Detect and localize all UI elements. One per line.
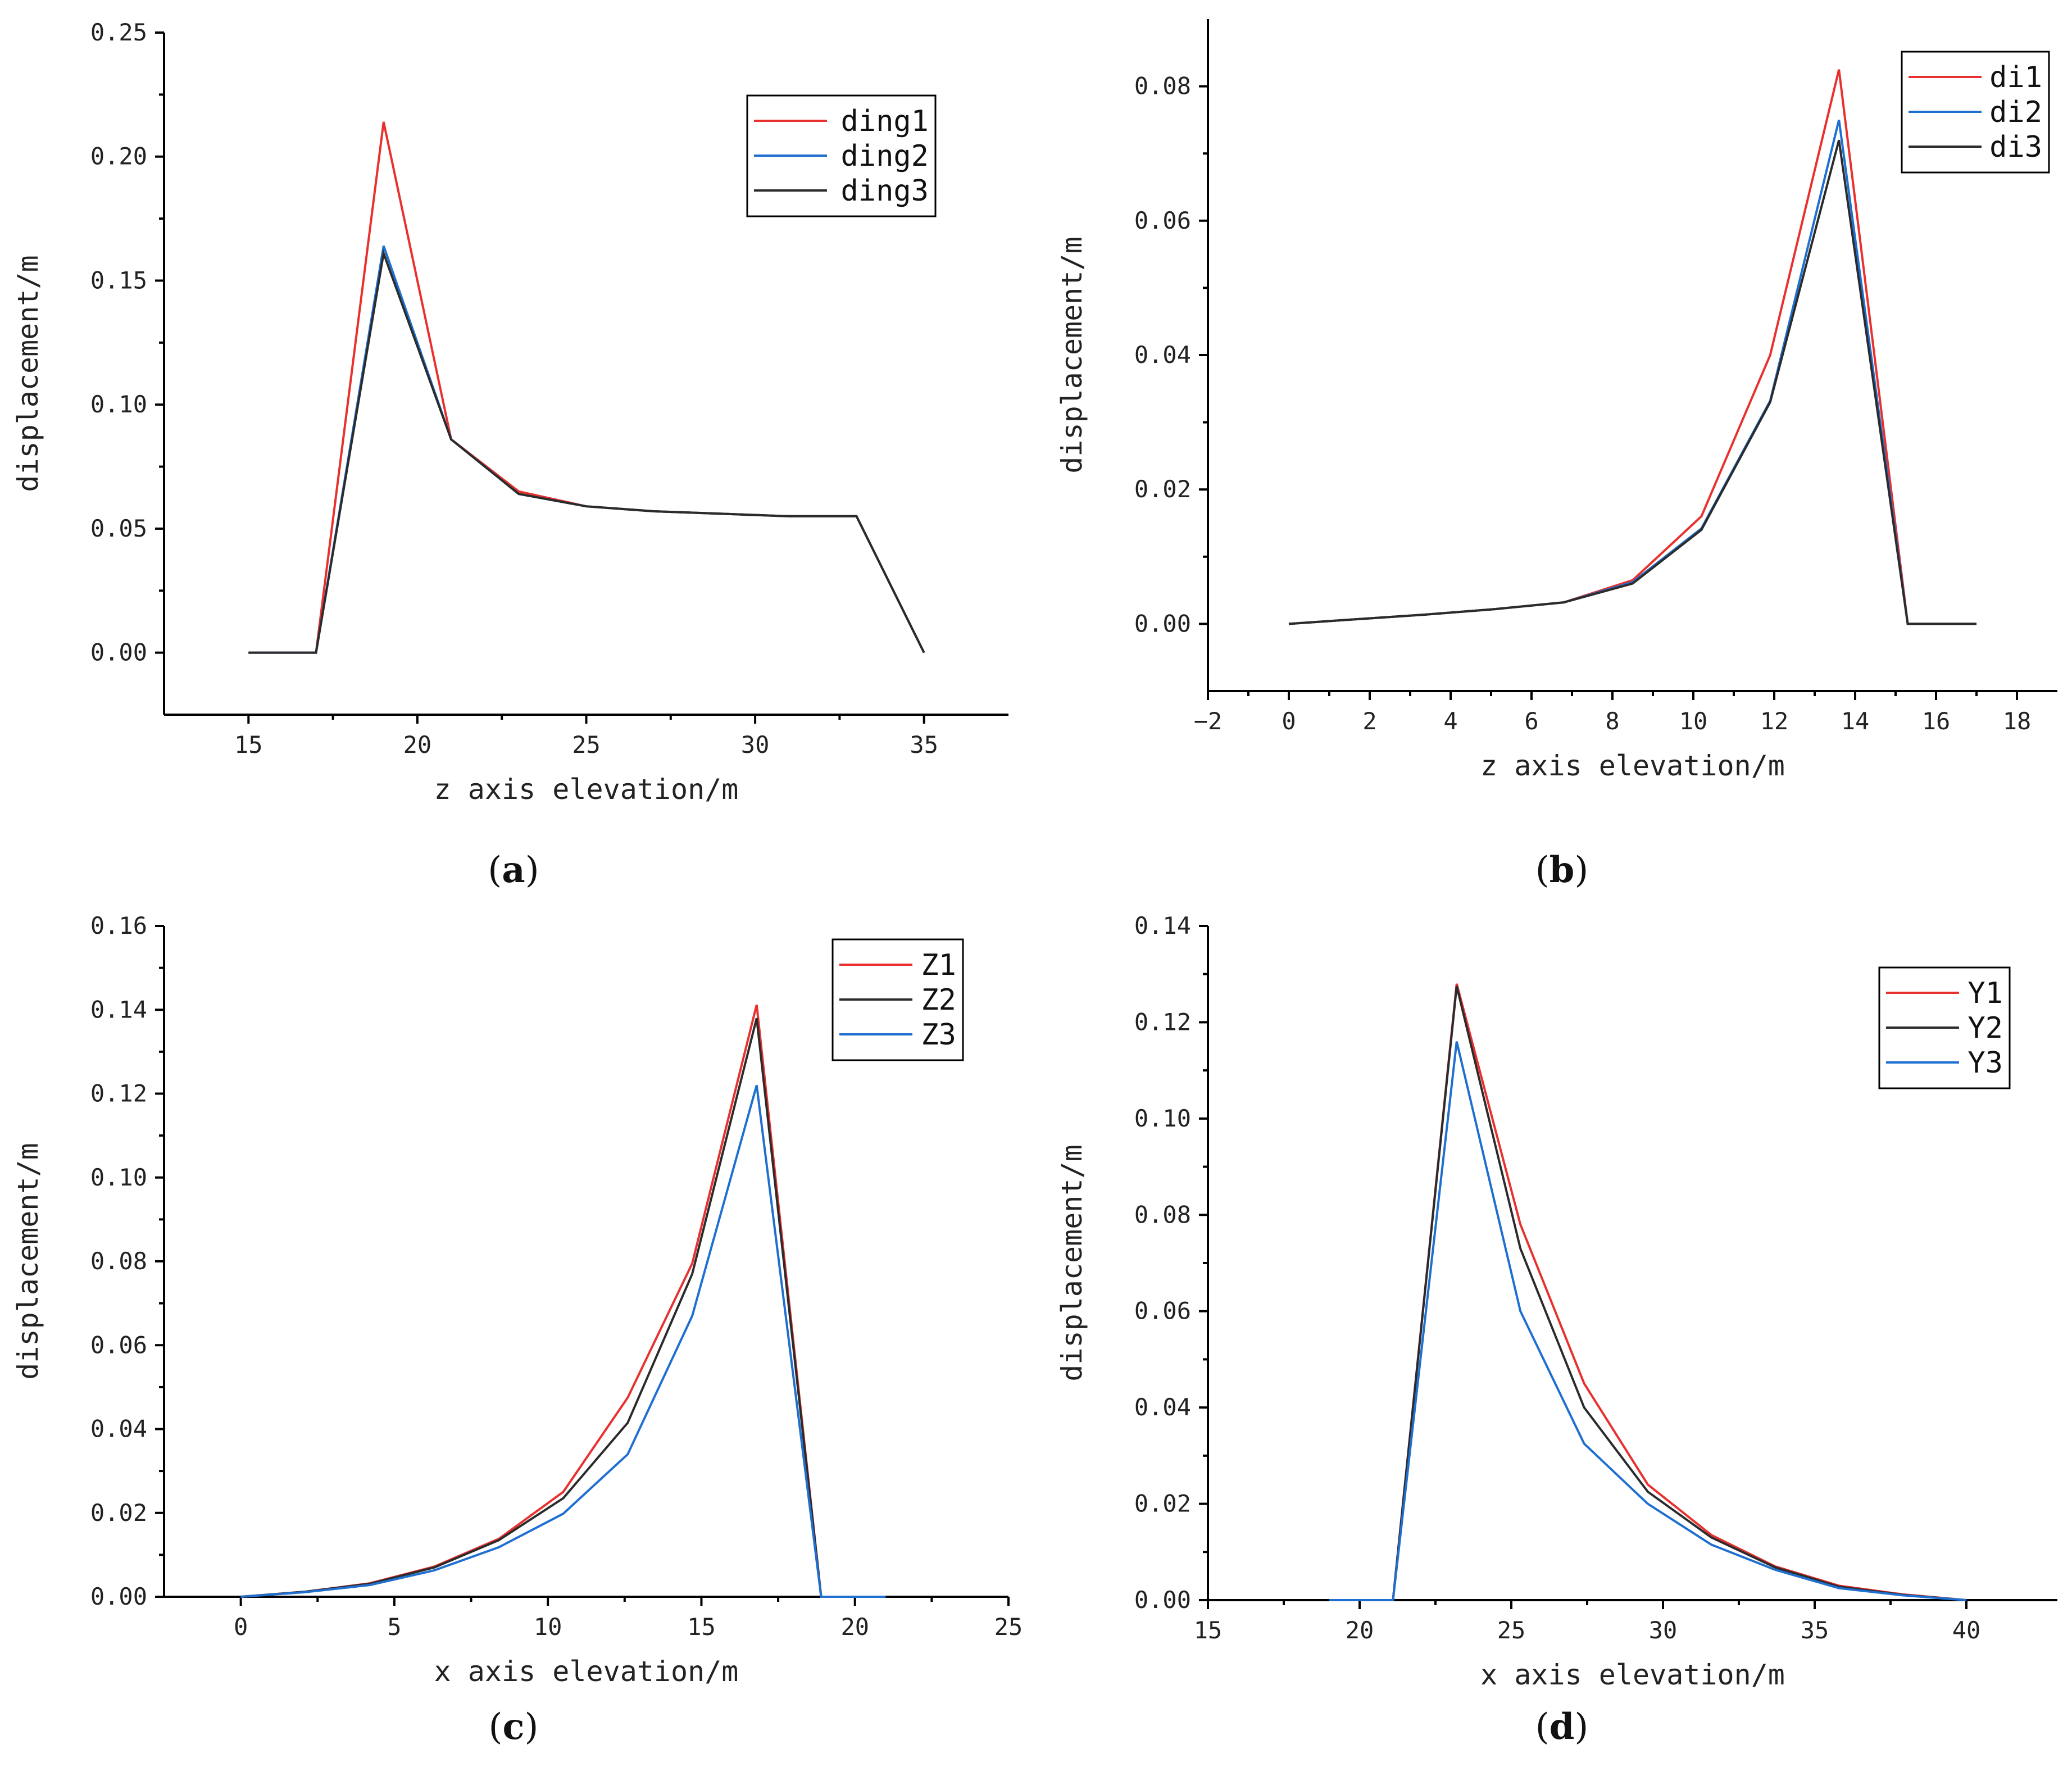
legend-label-di3: di3 bbox=[1989, 130, 2042, 164]
x-tick-label: 35 bbox=[1801, 1616, 1829, 1644]
chart-panel-3: 0.00 0.02 0.04 0.06 0.08 0.10 0.12 0.14 0.16 0 5 10… bbox=[12, 912, 1023, 1748]
x-tick-label: 15 bbox=[1194, 1616, 1223, 1644]
x-tick-label: 15 bbox=[234, 731, 263, 758]
series-line-Y3 bbox=[1329, 1041, 1967, 1601]
y-tick-label: 0.00 bbox=[1134, 610, 1191, 637]
x-tick-label: 0 bbox=[1282, 707, 1296, 735]
y-tick-label: 0.20 bbox=[90, 143, 147, 170]
x-tick-label: 40 bbox=[1952, 1616, 1981, 1644]
series-line-di3 bbox=[1288, 139, 1976, 625]
legend-label-Z1: Z1 bbox=[921, 948, 956, 982]
x-axis-label: z axis elevation/m bbox=[434, 773, 739, 806]
y-tick-label: 0.10 bbox=[1134, 1105, 1191, 1132]
chart-panel-2: 0.00 0.02 0.04 0.06 0.08 −2 0 2 4 6 8 10 12 14 16 18 z a… bbox=[1056, 19, 2057, 891]
y-tick-label: 0.06 bbox=[90, 1331, 147, 1359]
x-tick-label: 18 bbox=[2003, 707, 2032, 735]
x-tick-label: 4 bbox=[1443, 707, 1457, 735]
x-tick-label: 35 bbox=[910, 731, 938, 758]
y-tick-label: 0.02 bbox=[1134, 475, 1191, 503]
legend-label-ding3: ding3 bbox=[840, 174, 929, 208]
x-tick-label: 14 bbox=[1841, 707, 1870, 735]
y-tick-label: 0.02 bbox=[90, 1499, 147, 1527]
y-axis-label: displacement/m bbox=[1056, 1144, 1088, 1381]
y-tick-label: 0.06 bbox=[1134, 207, 1191, 234]
y-tick-label: 0.25 bbox=[90, 19, 147, 46]
y-axis-label: displacement/m bbox=[1056, 237, 1088, 473]
panel-label: (b) bbox=[1535, 849, 1589, 891]
panel-label: (c) bbox=[489, 1706, 539, 1748]
y-tick-label: 0.10 bbox=[90, 1164, 147, 1191]
y-tick-label: 0.16 bbox=[90, 912, 147, 939]
x-tick-label: 20 bbox=[840, 1613, 869, 1641]
x-axis-label: x axis elevation/m bbox=[1480, 1659, 1785, 1691]
x-tick-label: −2 bbox=[1194, 707, 1223, 735]
y-tick-label: 0.08 bbox=[1134, 72, 1191, 100]
series-line-Z3 bbox=[240, 1085, 886, 1598]
y-tick-label: 0.10 bbox=[90, 390, 147, 418]
x-tick-label: 15 bbox=[687, 1613, 716, 1641]
x-axis-label: x axis elevation/m bbox=[434, 1655, 739, 1688]
y-axis-label: displacement/m bbox=[12, 1143, 44, 1379]
x-tick-label: 30 bbox=[741, 731, 770, 758]
y-tick-label: 0.00 bbox=[90, 639, 147, 666]
legend-label-Z2: Z2 bbox=[921, 983, 956, 1017]
y-tick-label: 0.00 bbox=[1134, 1586, 1191, 1614]
x-tick-label: 8 bbox=[1605, 707, 1619, 735]
x-tick-label: 25 bbox=[994, 1613, 1023, 1641]
legend-label-ding2: ding2 bbox=[840, 139, 929, 173]
x-axis-label: z axis elevation/m bbox=[1480, 750, 1785, 782]
y-tick-label: 0.15 bbox=[90, 266, 147, 294]
legend-label-Y2: Y2 bbox=[1968, 1011, 2003, 1045]
x-tick-label: 25 bbox=[1497, 1616, 1526, 1644]
y-tick-label: 0.08 bbox=[90, 1247, 147, 1275]
x-tick-label: 20 bbox=[1346, 1616, 1374, 1644]
x-tick-label: 30 bbox=[1649, 1616, 1678, 1644]
y-tick-label: 0.00 bbox=[90, 1583, 147, 1610]
y-tick-label: 0.04 bbox=[1134, 341, 1191, 369]
y-tick-label: 0.04 bbox=[1134, 1393, 1191, 1421]
panel-label: (a) bbox=[488, 849, 539, 891]
y-tick-label: 0.06 bbox=[1134, 1297, 1191, 1325]
legend-label-di1: di1 bbox=[1989, 61, 2042, 94]
x-tick-label: 5 bbox=[387, 1613, 401, 1641]
panel-label: (d) bbox=[1535, 1706, 1589, 1748]
legend-label-Y3: Y3 bbox=[1968, 1046, 2003, 1080]
x-tick-label: 2 bbox=[1362, 707, 1376, 735]
y-axis-label: displacement/m bbox=[12, 255, 44, 492]
x-tick-label: 0 bbox=[234, 1613, 248, 1641]
y-tick-label: 0.05 bbox=[90, 515, 147, 542]
chart-panel-1: 0.00 0.05 0.10 0.15 0.20 0.25 15 20 25 30 35 z axis… bbox=[12, 19, 1008, 891]
y-tick-label: 0.04 bbox=[90, 1415, 147, 1443]
x-tick-label: 16 bbox=[1922, 707, 1951, 735]
y-tick-label: 0.12 bbox=[1134, 1008, 1191, 1035]
y-tick-label: 0.08 bbox=[1134, 1201, 1191, 1228]
legend-label-ding1: ding1 bbox=[840, 105, 929, 138]
x-tick-label: 6 bbox=[1524, 707, 1538, 735]
y-tick-label: 0.14 bbox=[1134, 912, 1191, 939]
series-line-ding3 bbox=[248, 249, 925, 654]
x-tick-label: 25 bbox=[572, 731, 601, 758]
x-tick-label: 10 bbox=[1679, 707, 1708, 735]
legend-label-Z3: Z3 bbox=[921, 1018, 956, 1052]
chart-panel-4: 0.00 0.02 0.04 0.06 0.08 0.10 0.12 0.14 15 20 25 30… bbox=[1056, 912, 2057, 1748]
x-tick-label: 20 bbox=[403, 731, 432, 758]
legend-label-Y1: Y1 bbox=[1968, 976, 2003, 1010]
x-tick-label: 12 bbox=[1760, 707, 1789, 735]
legend-label-di2: di2 bbox=[1989, 96, 2042, 129]
x-tick-label: 10 bbox=[534, 1613, 562, 1641]
y-tick-label: 0.14 bbox=[90, 996, 147, 1023]
y-tick-label: 0.12 bbox=[90, 1080, 147, 1107]
y-tick-label: 0.02 bbox=[1134, 1490, 1191, 1518]
